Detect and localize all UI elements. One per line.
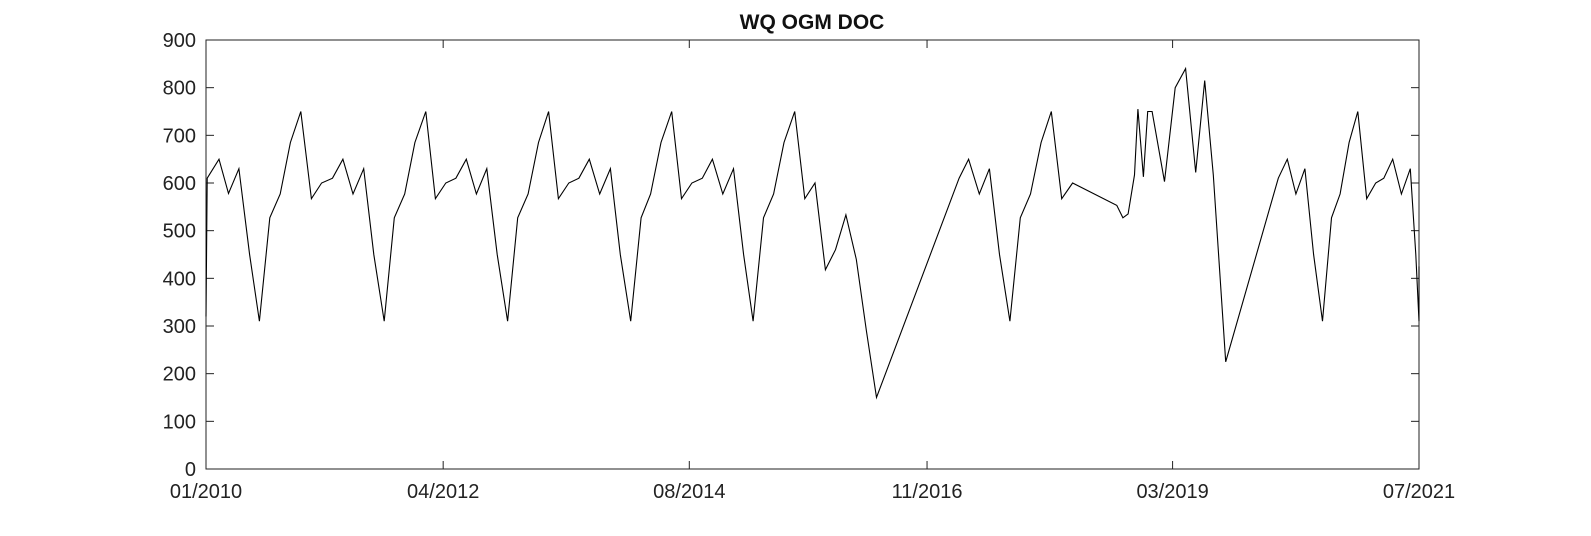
series-group xyxy=(205,66,1420,400)
y-tick-label: 200 xyxy=(163,364,196,386)
plot-area-frame xyxy=(205,39,1420,470)
x-tick-label: 03/2019 xyxy=(1136,481,1208,503)
x-tick-label: 07/2021 xyxy=(1383,481,1455,503)
y-tick-label: 300 xyxy=(163,316,196,338)
x-tick-label: 08/2014 xyxy=(653,481,725,503)
y-tick-label: 600 xyxy=(163,173,196,195)
series-line xyxy=(205,66,1420,400)
y-tick-label: 900 xyxy=(163,30,196,52)
y-tick-label: 100 xyxy=(163,411,196,433)
x-tick-label: 01/2010 xyxy=(170,481,242,503)
y-tick-label: 800 xyxy=(163,78,196,100)
y-tick-label: 0 xyxy=(185,459,196,481)
y-axis: 0 100 200 300 400 500 600 700 800 900 xyxy=(163,30,1419,481)
x-axis: 01/2010 04/2012 08/2014 11/2016 03/2019 07/20… xyxy=(170,40,1455,503)
y-tick-label: 700 xyxy=(163,125,196,147)
y-tick-label: 500 xyxy=(163,221,196,243)
x-tick-label: 04/2012 xyxy=(407,481,479,503)
y-tick-label: 400 xyxy=(163,268,196,290)
chart-title: WQ OGM DOC xyxy=(740,11,885,34)
x-tick-label: 11/2016 xyxy=(892,481,963,503)
